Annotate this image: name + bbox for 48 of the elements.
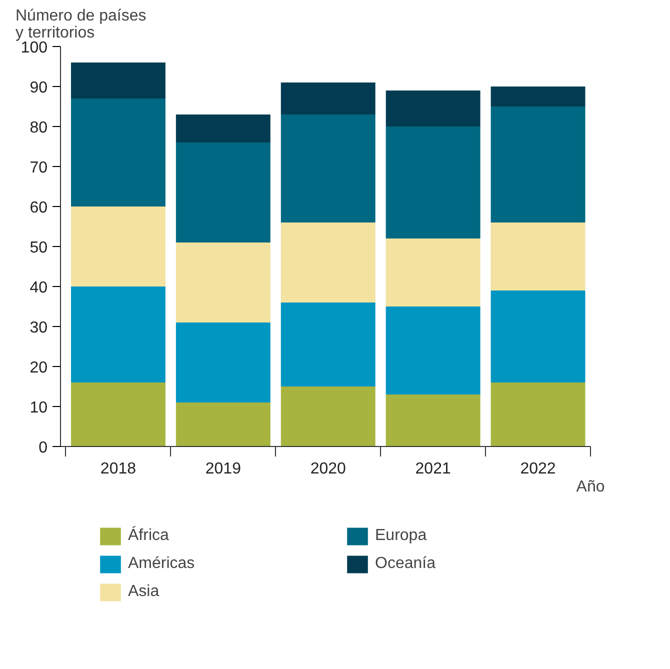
legend-label: Oceanía <box>375 555 436 573</box>
x-tick-label: 2020 <box>310 460 346 478</box>
bar <box>490 382 586 446</box>
bar <box>280 302 376 386</box>
bar <box>176 402 270 446</box>
y-tick-label: 90 <box>30 80 48 96</box>
y-tick-label: 0 <box>38 440 48 456</box>
y-tick-label: 10 <box>30 400 48 416</box>
bar <box>490 290 586 382</box>
bar <box>280 114 376 222</box>
bar <box>386 126 480 238</box>
bar <box>70 206 166 286</box>
bar <box>176 114 270 142</box>
legend-label: Américas <box>128 555 196 573</box>
bar <box>280 82 376 114</box>
x-tick-label: 2019 <box>205 460 242 478</box>
y-tick-label: 30 <box>30 320 48 336</box>
bar <box>490 86 586 106</box>
y-axis-title: Número de países y territorios <box>16 8 146 42</box>
bar <box>386 238 480 306</box>
y-tick-label: 20 <box>30 360 48 376</box>
y-tick-label: 70 <box>30 160 48 176</box>
bar <box>386 394 480 446</box>
bar <box>70 286 166 382</box>
bar <box>280 386 376 446</box>
legend-label: Asia <box>128 583 160 601</box>
legend-label: Europa <box>375 527 428 545</box>
x-axis-title: Año <box>576 478 605 496</box>
y-tick-label: 40 <box>30 280 48 296</box>
bar <box>280 222 376 302</box>
bar <box>70 382 166 446</box>
y-tick-label: 100 <box>20 40 48 56</box>
bar <box>386 90 480 126</box>
bar <box>490 222 586 290</box>
bar <box>70 62 166 98</box>
x-tick-label: 2022 <box>520 460 556 478</box>
y-tick-label: 60 <box>30 200 48 216</box>
bar <box>176 322 270 402</box>
y-tick-label: 80 <box>30 120 48 136</box>
bar <box>70 98 166 206</box>
bar <box>176 142 270 242</box>
bar <box>176 242 270 322</box>
x-tick-label: 2021 <box>415 460 451 478</box>
y-tick-label: 50 <box>30 240 48 256</box>
legend-label: África <box>128 527 170 545</box>
x-tick-label: 2018 <box>100 460 136 478</box>
bar <box>490 106 586 222</box>
bar <box>386 306 480 394</box>
